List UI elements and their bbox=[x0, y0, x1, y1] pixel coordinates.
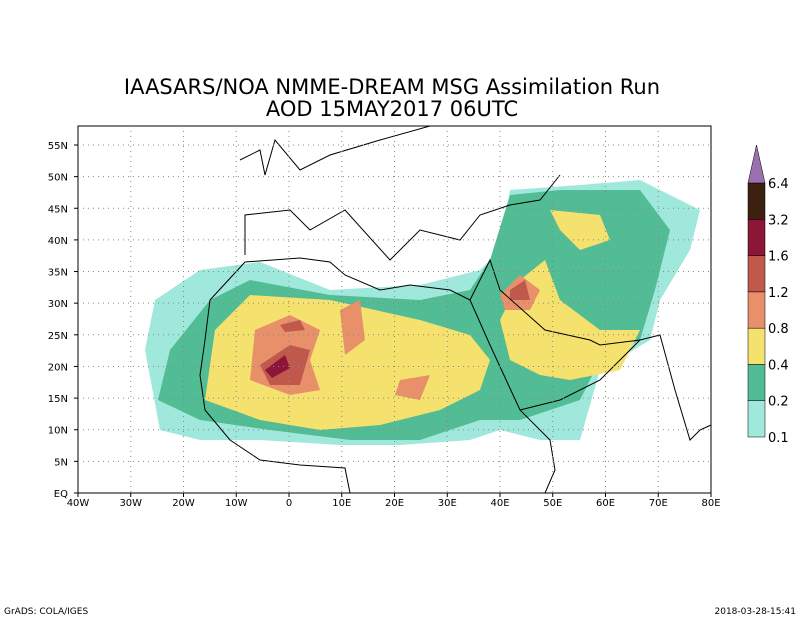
lat-label: 25N bbox=[48, 331, 68, 342]
lat-label: 40N bbox=[48, 236, 68, 247]
lat-label: 35N bbox=[48, 268, 68, 279]
colorbar-box bbox=[747, 182, 766, 220]
lon-label: 70E bbox=[649, 498, 668, 509]
coastline bbox=[469, 258, 642, 411]
aod-area bbox=[340, 300, 365, 355]
colorbar-label: 3.2 bbox=[768, 213, 789, 228]
lat-label: 45N bbox=[48, 204, 68, 215]
colorbar-label: 0.1 bbox=[768, 431, 789, 446]
lat-label: 10N bbox=[48, 426, 68, 437]
lon-label: 20W bbox=[172, 498, 195, 509]
colorbar-arrow bbox=[747, 144, 766, 184]
colorbar-label: 0.2 bbox=[768, 395, 789, 410]
lat-label: 15N bbox=[48, 394, 68, 405]
coastline bbox=[244, 257, 556, 494]
aod-area bbox=[280, 320, 305, 332]
lon-label: 50E bbox=[543, 498, 562, 509]
footer: GrADS: COLA/IGES bbox=[4, 607, 88, 617]
lat-label: 5N bbox=[54, 457, 68, 468]
aod-area bbox=[550, 210, 610, 250]
title-line: IAASARS/NOA NMME-DREAM MSG Assimilation … bbox=[124, 75, 660, 99]
lat-label: 20N bbox=[48, 362, 68, 373]
lon-label: 60E bbox=[596, 498, 615, 509]
colorbar-box bbox=[747, 219, 766, 256]
aod-area bbox=[510, 280, 530, 300]
aod-area bbox=[395, 375, 430, 400]
map bbox=[145, 125, 712, 494]
coastline bbox=[239, 125, 431, 176]
lat-label: EQ bbox=[54, 489, 68, 500]
colorbar-box bbox=[747, 327, 766, 365]
lon-label: 30W bbox=[119, 498, 142, 509]
colorbar-label: 1.2 bbox=[768, 286, 789, 301]
coastline bbox=[639, 334, 712, 441]
lon-label: 10W bbox=[225, 498, 248, 509]
colorbar-box bbox=[747, 364, 766, 401]
lon-label: 0 bbox=[286, 498, 292, 509]
footer: 2018-03-28-15:41 bbox=[715, 607, 797, 617]
colorbar-box bbox=[747, 255, 766, 293]
coastline bbox=[199, 261, 351, 494]
colorbar-label: 0.4 bbox=[768, 358, 789, 373]
title-line: AOD 15MAY2017 06UTC bbox=[266, 97, 518, 121]
colorbar-label: 6.4 bbox=[768, 177, 789, 192]
colorbar-label: 1.6 bbox=[768, 250, 789, 265]
lon-label: 30E bbox=[438, 498, 457, 509]
lon-label: 10E bbox=[332, 498, 351, 509]
lon-label: 20E bbox=[385, 498, 404, 509]
coastline bbox=[244, 174, 561, 261]
lon-label: 80E bbox=[701, 498, 720, 509]
lon-label: 40E bbox=[490, 498, 509, 509]
aod-area bbox=[265, 355, 290, 378]
lat-label: 50N bbox=[48, 173, 68, 184]
lon-label: 40W bbox=[67, 498, 90, 509]
lat-label: 30N bbox=[48, 299, 68, 310]
colorbar-box bbox=[747, 291, 766, 329]
colorbar-box bbox=[747, 400, 766, 438]
colorbar-label: 0.8 bbox=[768, 322, 789, 337]
lat-label: 55N bbox=[48, 141, 68, 152]
